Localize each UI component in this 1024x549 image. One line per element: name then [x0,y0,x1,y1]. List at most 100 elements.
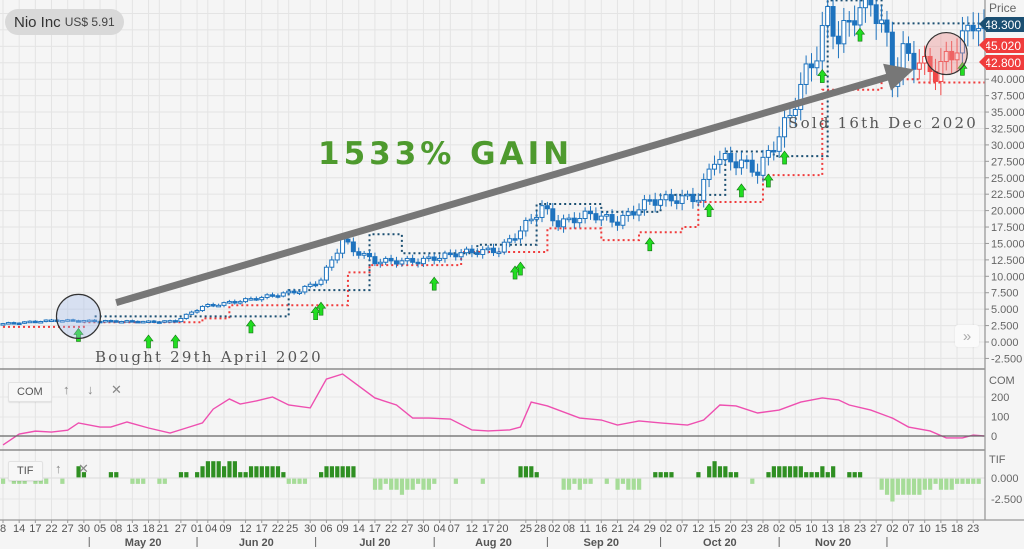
x-tick-label: 04 [433,523,445,535]
candle-body [453,253,459,258]
candle-body [270,294,275,297]
tif-bar [712,461,717,478]
candle-body [620,214,626,226]
buy-signal-arrow-icon [854,27,866,42]
month-label: May 20 [125,537,162,549]
candle-body [172,320,178,323]
x-tick-label: 28 [757,523,769,535]
candle-body [0,323,6,326]
y-tick-label: 32.500 [991,123,1024,135]
x-tick-label: 25 [286,523,298,535]
candle-body [124,320,130,323]
tif-bar [814,472,820,478]
x-tick-label: 02 [886,523,898,535]
candle-body [717,159,723,165]
tif-bar [588,478,593,484]
candle-body [248,298,254,301]
candle-body [841,20,847,45]
tif-bar [971,478,976,484]
candle-body [183,313,189,319]
x-tick-label: 10 [805,523,817,535]
x-tick-label: 30 [417,523,429,535]
com-move-down-icon[interactable]: ↓ [87,382,94,397]
candle-body [809,63,814,69]
x-tick-label: 20 [725,523,737,535]
candle-body [722,153,728,161]
com-tick-label: 0 [991,431,997,443]
candle-body [631,211,637,216]
tif-panel-button[interactable]: TIF [8,461,43,481]
x-tick-label: 12 [239,523,251,535]
x-tick-label: 15 [708,523,720,535]
x-tick-label: 12 [692,523,704,535]
tif-bar [389,478,394,490]
month-label: Jul 20 [359,537,390,549]
price-plot[interactable] [0,0,997,349]
y-tick-label: 12.500 [991,255,1024,267]
candle-body [765,149,771,158]
buy-signal-arrow-icon [736,183,747,198]
tif-bar [782,466,787,478]
candle-body [798,83,804,110]
tif-bar [858,472,863,478]
candle-body [641,199,647,211]
gain-label: 1533% GAIN [318,136,573,172]
symbol-badge[interactable]: Nio Inc US$ 5.91 [5,9,124,35]
candle-body [970,24,976,32]
com-close-icon[interactable]: ✕ [111,382,122,397]
y-tick-label: 7.500 [991,288,1019,300]
x-tick-label: 22 [45,523,57,535]
candle-body [868,0,874,6]
tif-bar [394,478,399,490]
candle-body [162,320,168,323]
candle-body [943,50,949,63]
candle-body [232,301,238,304]
scroll-to-latest-button[interactable]: » [955,325,979,347]
candle-body [658,199,664,206]
y-tick-label: 22.500 [991,189,1024,201]
tif-bar [135,478,140,484]
tif-bar [631,478,636,490]
com-tick-label: 100 [991,412,1009,424]
tif-bar [798,466,803,478]
tif-bar [717,466,723,478]
tif-close-icon[interactable]: ✕ [78,461,89,476]
tif-bar [480,478,485,484]
candle-body [464,248,470,254]
month-label: Jun 20 [239,537,274,549]
tif-bar [227,461,232,478]
tif-bar [637,478,642,490]
x-tick-label: 09 [336,523,348,535]
tif-bar [960,478,965,484]
tif-bar [604,478,609,484]
candle-body [609,214,615,223]
y-tick-label: 20.000 [991,206,1024,218]
candle-body [431,256,437,261]
x-tick-label: 08 [110,523,122,535]
upper-trailing-stop-line [94,0,985,318]
sold-highlight-circle [924,31,968,76]
buy-signal-arrow-icon [245,319,257,334]
candle-body [32,320,38,324]
tif-bar [297,478,302,484]
candle-body [787,114,793,119]
x-tick-label: 05 [94,523,106,535]
tif-bar [577,478,582,490]
month-label: Nov 20 [815,537,851,549]
symbol-price: US$ 5.91 [64,15,115,29]
tif-move-up-icon[interactable]: ↑ [55,461,62,476]
candle-body [410,257,416,263]
candle-body [259,296,265,301]
candle-body [652,199,658,206]
com-panel-button[interactable]: COM [8,382,52,402]
tif-bar [162,478,167,484]
candle-body [372,256,378,265]
candle-body [146,320,152,323]
grid-lines [0,0,985,520]
tif-bar [426,478,432,490]
com-move-up-icon[interactable]: ↑ [63,382,70,397]
candle-body [501,241,507,253]
x-tick-label: 16 [595,523,607,535]
y-tick-label: 37.500 [991,91,1024,103]
